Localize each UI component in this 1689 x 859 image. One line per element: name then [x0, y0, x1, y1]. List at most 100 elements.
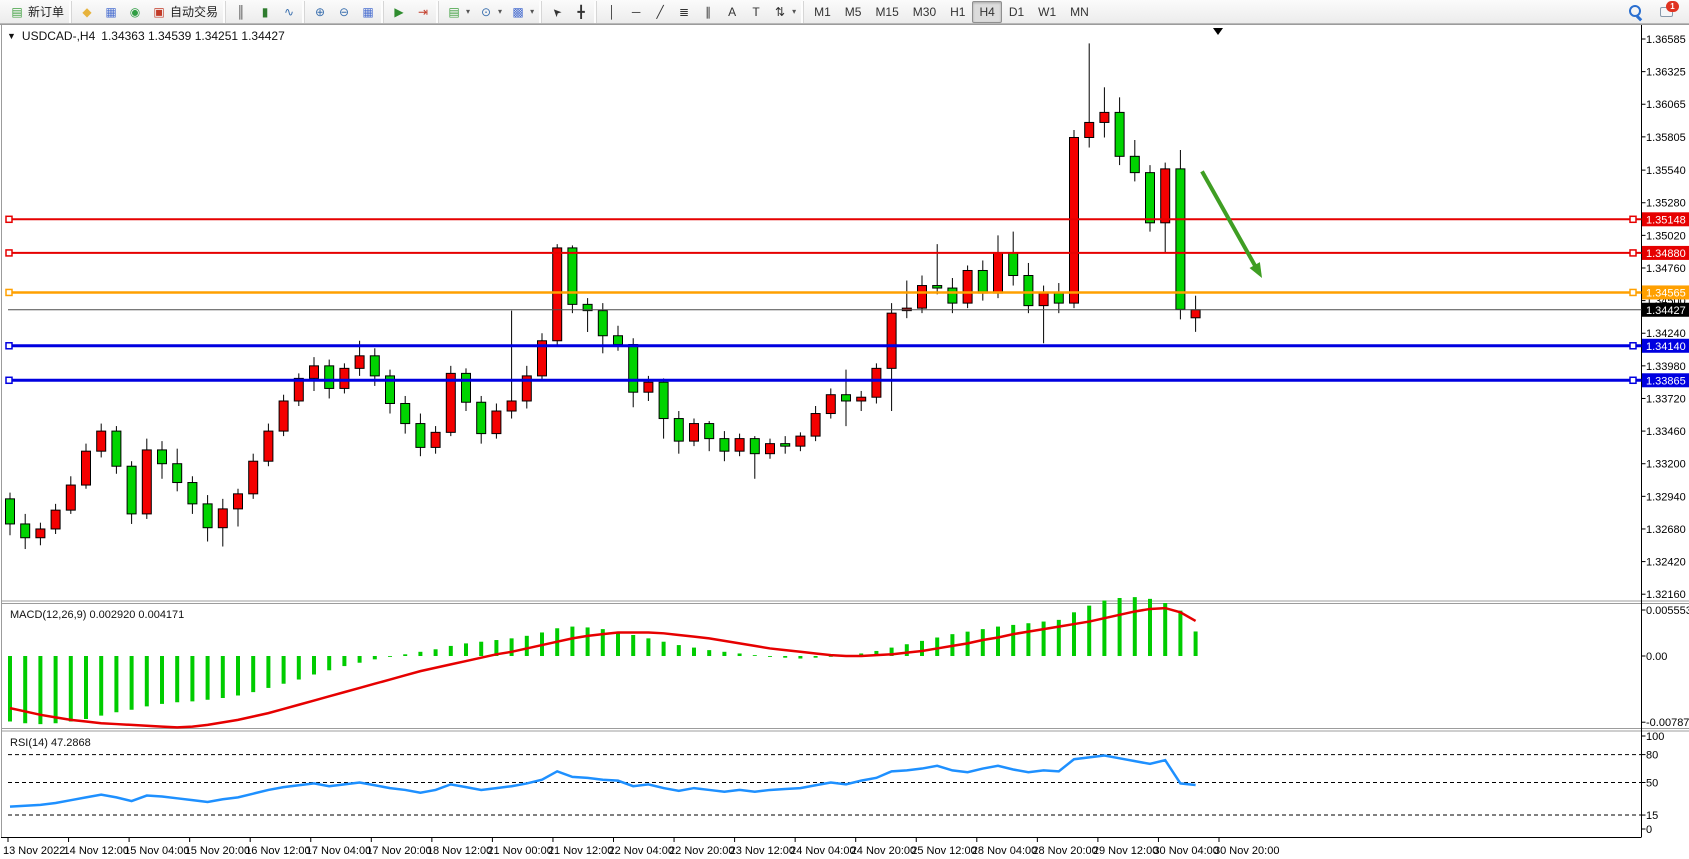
svg-text:1.33865: 1.33865: [1646, 375, 1686, 387]
cursor-button[interactable]: ➤: [545, 1, 569, 23]
arrows-button[interactable]: ⇅ ▾: [768, 1, 800, 23]
trendline-icon: ╱: [656, 4, 664, 19]
svg-text:1.33980: 1.33980: [1646, 361, 1686, 373]
tf-h4-button[interactable]: H4: [972, 0, 1002, 23]
line-chart-icon: ∿: [284, 4, 295, 19]
svg-text:1.34880: 1.34880: [1646, 248, 1686, 260]
indicators-dropdown-icon[interactable]: ▾: [466, 7, 471, 16]
search-button[interactable]: [1623, 1, 1647, 23]
chart-wizard-button[interactable]: ◆: [75, 1, 99, 23]
crosshair-icon: ╋: [577, 4, 585, 19]
svg-text:13 Nov 2022: 13 Nov 2022: [3, 845, 65, 857]
tf-d1-button[interactable]: D1: [1002, 1, 1031, 23]
bar-chart-icon: ║: [236, 4, 246, 19]
periods-dropdown-icon[interactable]: ▾: [498, 7, 503, 16]
text-icon: A: [728, 4, 737, 19]
autotrading-icon: ▣: [153, 4, 165, 19]
tile-windows-button[interactable]: ▦: [356, 1, 380, 23]
vertical-line-button[interactable]: │: [600, 1, 624, 23]
svg-text:22 Nov 04:00: 22 Nov 04:00: [609, 845, 674, 857]
horizontal-line-button[interactable]: ─: [624, 1, 648, 23]
tf-w1-button[interactable]: W1: [1031, 1, 1063, 23]
svg-text:1.34240: 1.34240: [1646, 328, 1686, 340]
line-chart-button[interactable]: ∿: [277, 1, 301, 23]
tf-m15-button[interactable]: M15: [868, 1, 905, 23]
chart-canvas[interactable]: 1.36585 1.36325 1.36065 1.35805 1.35540 1.352…: [0, 25, 1689, 859]
svg-text:50: 50: [1646, 778, 1658, 790]
svg-text:24 Nov 20:00: 24 Nov 20:00: [851, 845, 916, 857]
svg-text:1.32420: 1.32420: [1646, 557, 1686, 569]
svg-text:25 Nov 12:00: 25 Nov 12:00: [911, 845, 976, 857]
trendline-button[interactable]: ╱: [648, 1, 672, 23]
crosshair-button[interactable]: ╋: [569, 1, 593, 23]
vertical-line-icon: │: [608, 4, 616, 19]
svg-text:30 Nov 04:00: 30 Nov 04:00: [1153, 845, 1218, 857]
text-button[interactable]: A: [720, 1, 744, 23]
candlestick-chart-button[interactable]: ▮: [253, 1, 277, 23]
zoom-in-button[interactable]: ⊕: [308, 1, 332, 23]
tf-h1-label: H1: [950, 4, 966, 19]
chart-title-bar[interactable]: ▼ USDCAD-,H4 1.34363 1.34539 1.34251 1.3…: [7, 29, 285, 43]
chart-symbol-period: USDCAD-,H4: [21, 29, 96, 43]
templates-dropdown-icon[interactable]: ▾: [530, 7, 535, 16]
zoom-out-button[interactable]: ⊖: [332, 1, 356, 23]
new-order-icon: ▤: [11, 4, 23, 19]
svg-text:0: 0: [1646, 824, 1652, 836]
chart-ohlc-values: 1.34363 1.34539 1.34251 1.34427: [101, 29, 285, 43]
toolbar-group-chart-tools: ▤ ▾ ⊙ ▾ ▩ ▾: [438, 0, 541, 23]
tf-m5-label: M5: [844, 4, 862, 19]
toolbar-group-chart-types: ║ ▮ ∿: [225, 0, 304, 23]
templates-button[interactable]: ▩ ▾: [506, 1, 538, 23]
indicators-button[interactable]: ▤ ▾: [442, 1, 474, 23]
signals-icon: ◉: [129, 4, 141, 19]
autotrading-button[interactable]: ▣ 自动交易: [147, 1, 222, 23]
chart-shift-icon: ⇥: [418, 4, 429, 19]
svg-text:1.33720: 1.33720: [1646, 393, 1686, 405]
tf-m5-button[interactable]: M5: [838, 1, 869, 23]
svg-text:0.005553: 0.005553: [1646, 605, 1689, 617]
svg-text:23 Nov 12:00: 23 Nov 12:00: [730, 845, 795, 857]
market-watch-icon: ▦: [105, 4, 117, 19]
svg-text:15 Nov 04:00: 15 Nov 04:00: [124, 845, 189, 857]
svg-text:30 Nov 20:00: 30 Nov 20:00: [1214, 845, 1279, 857]
chart-window[interactable]: 1.36585 1.36325 1.36065 1.35805 1.35540 1.352…: [0, 24, 1689, 859]
notification-badge: 1: [1666, 0, 1679, 12]
svg-text:1.33200: 1.33200: [1646, 459, 1686, 471]
chat-icon: 1: [1659, 0, 1679, 20]
horizontal-line-icon: ─: [631, 4, 641, 19]
new-order-button[interactable]: ▤ 新订单: [5, 1, 68, 23]
svg-text:15: 15: [1646, 810, 1658, 822]
svg-text:1.32160: 1.32160: [1646, 589, 1686, 601]
tf-m30-button[interactable]: M30: [906, 1, 943, 23]
svg-text:1.34140: 1.34140: [1646, 341, 1686, 353]
chevron-down-icon[interactable]: ▼: [7, 31, 16, 41]
svg-text:1.35148: 1.35148: [1646, 214, 1686, 226]
arrows-dropdown-icon[interactable]: ▾: [792, 7, 797, 16]
svg-text:15 Nov 20:00: 15 Nov 20:00: [185, 845, 250, 857]
tf-h4-label: H4: [979, 4, 995, 19]
equidistant-channel-button[interactable]: ∥: [696, 1, 720, 23]
chat-button[interactable]: 1: [1655, 0, 1679, 23]
periods-button[interactable]: ⊙ ▾: [474, 1, 506, 23]
toolbar-group-line-studies: │ ─ ╱ ≣ ∥ A T ⇅ ▾: [596, 0, 803, 23]
fibonacci-icon: ≣: [679, 4, 690, 19]
templates-icon: ▩: [512, 4, 524, 19]
new-order-label: 新订单: [28, 5, 65, 19]
tf-m1-button[interactable]: M1: [807, 1, 838, 23]
search-icon: [1627, 4, 1643, 20]
fibonacci-button[interactable]: ≣: [672, 1, 696, 23]
signals-button[interactable]: ◉: [123, 1, 147, 23]
toolbar-group-cursor-tools: ➤ ╋: [541, 0, 596, 23]
svg-text:21 Nov 12:00: 21 Nov 12:00: [548, 845, 613, 857]
tf-h1-button[interactable]: H1: [943, 1, 972, 23]
text-label-button[interactable]: T: [744, 1, 768, 23]
svg-text:1.34565: 1.34565: [1646, 287, 1686, 299]
toolbar: ▤ 新订单 ◆ ▦ ◉ ▣ 自动交易 ║ ▮ ∿ ⊕ ⊖ ▦ ▶ ⇥ ▤ ▾ ⊙ ▾ ▩ ▾ ➤ ╋ │ ─ ╱ ≣ ∥ A T ⇅ ▾ M1 M…: [0, 0, 1689, 24]
zoom-out-icon: ⊖: [339, 4, 350, 19]
chart-shift-button[interactable]: ⇥: [411, 1, 435, 23]
tf-m1-label: M1: [814, 4, 831, 19]
market-watch-button[interactable]: ▦: [99, 1, 123, 23]
bar-chart-button[interactable]: ║: [229, 1, 253, 23]
autoscroll-button[interactable]: ▶: [387, 1, 411, 23]
tf-mn-button[interactable]: MN: [1063, 1, 1096, 23]
